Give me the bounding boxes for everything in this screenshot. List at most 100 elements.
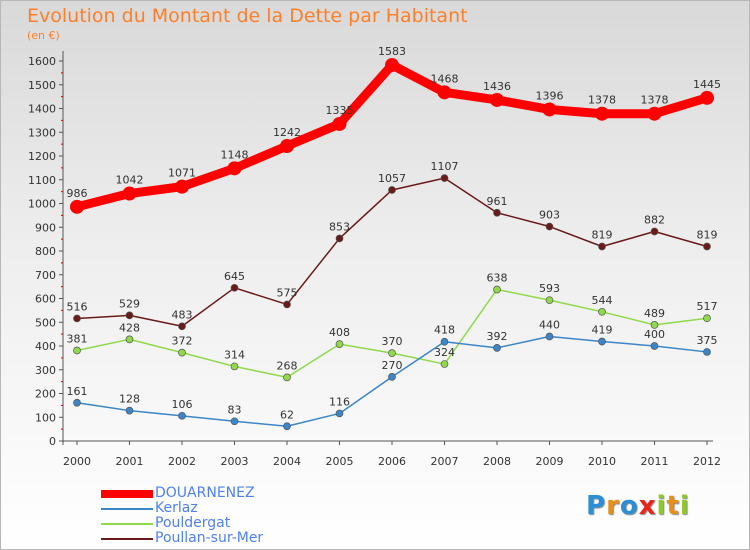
data-label: 372 [172, 335, 193, 348]
y-tick-label: 1400 [28, 103, 56, 116]
series-line [72, 60, 712, 212]
data-label: 428 [119, 321, 140, 334]
data-label: 1148 [221, 148, 249, 161]
data-label: 1396 [536, 89, 564, 102]
data-point [493, 344, 501, 352]
data-label: 408 [329, 326, 350, 339]
logo-letter: x [638, 491, 657, 521]
data-label: 1378 [641, 94, 669, 107]
legend-swatch [101, 538, 153, 540]
data-point [335, 340, 344, 348]
legend-label: Kerlaz [155, 500, 198, 516]
data-point [545, 222, 554, 231]
data-label: 1436 [483, 80, 511, 93]
data-point [703, 348, 711, 356]
data-point [388, 186, 396, 194]
data-label: 418 [434, 324, 455, 337]
data-label: 882 [644, 214, 665, 227]
y-tick-label: 1600 [28, 55, 56, 68]
legend-swatch [101, 523, 153, 525]
data-label: 516 [67, 300, 88, 313]
data-label: 400 [644, 328, 665, 341]
logo-letter: o [619, 491, 639, 521]
data-label: 1057 [378, 172, 406, 185]
data-point [122, 186, 137, 201]
data-label: 370 [382, 335, 403, 348]
y-tick-label: 1200 [28, 150, 56, 163]
logo-letter: t [666, 491, 680, 521]
x-tick-label: 2004 [273, 455, 301, 468]
data-label: 1071 [168, 167, 196, 180]
data-point [388, 373, 396, 381]
data-point [598, 337, 606, 346]
data-point [595, 106, 609, 121]
data-point [125, 311, 134, 320]
data-label: 440 [539, 319, 560, 332]
data-point [335, 409, 344, 418]
data-label: 62 [280, 408, 294, 421]
data-label: 375 [697, 334, 718, 347]
y-tick-label: 200 [35, 388, 56, 401]
data-point [650, 227, 659, 236]
y-tick-label: 1100 [28, 174, 56, 187]
series-line [76, 177, 708, 328]
x-tick-label: 2001 [116, 455, 144, 468]
data-point [73, 398, 81, 407]
data-label: 544 [592, 294, 613, 307]
x-tick-label: 2012 [693, 455, 721, 468]
legend-swatch [101, 490, 153, 498]
data-point [440, 174, 449, 182]
data-label: 853 [329, 220, 350, 233]
data-label: 128 [119, 393, 140, 406]
data-point [388, 349, 396, 357]
data-point [175, 179, 189, 194]
data-point [283, 300, 291, 309]
data-point [178, 322, 186, 331]
data-point [598, 242, 606, 251]
data-label: 819 [697, 228, 718, 241]
data-point [125, 335, 134, 344]
legend-label: Poullan-sur-Mer [155, 530, 264, 546]
data-label: 638 [487, 271, 508, 284]
data-label: 1107 [431, 160, 459, 173]
data-label: 1468 [431, 72, 459, 85]
data-point [230, 362, 239, 371]
logo-letter: P [586, 491, 607, 521]
data-label: 381 [67, 333, 88, 346]
data-point [230, 417, 239, 426]
data-label: 986 [67, 187, 88, 200]
data-label: 819 [592, 228, 613, 241]
data-label: 575 [277, 286, 298, 299]
data-point [440, 337, 449, 346]
data-point [70, 199, 84, 214]
series-douarnenez: 986 1042 1071 1148 1242 1335 1583 1468 1436 1396 1… [67, 45, 721, 214]
data-point [700, 90, 714, 105]
y-tick-label: 1000 [28, 198, 56, 211]
chart-unit-label: (en €) [27, 29, 60, 42]
data-point [230, 283, 239, 292]
legend-swatch [101, 508, 153, 510]
y-tick-label: 400 [35, 340, 56, 353]
chart-title: Evolution du Montant de la Dette par Hab… [27, 5, 468, 27]
data-label: 1445 [693, 78, 721, 91]
data-label: 419 [592, 323, 613, 336]
data-label: 1583 [378, 45, 406, 58]
data-point [545, 296, 554, 305]
data-label: 324 [434, 346, 455, 359]
x-tick-label: 2011 [641, 455, 669, 468]
data-point [335, 234, 344, 243]
data-point [178, 348, 186, 357]
logo-letter: r [606, 491, 620, 521]
data-label: 1242 [273, 126, 301, 139]
data-point [227, 161, 242, 176]
series-kerlaz: 161 128 106 83 62 116 270 418 392 440 419 400 375 [67, 319, 718, 431]
data-point [178, 411, 186, 420]
data-label: 529 [119, 297, 140, 310]
data-label: 314 [224, 348, 245, 361]
y-tick-label: 1300 [28, 126, 56, 139]
data-point [283, 422, 291, 431]
data-point [493, 208, 501, 217]
data-point [440, 360, 449, 368]
